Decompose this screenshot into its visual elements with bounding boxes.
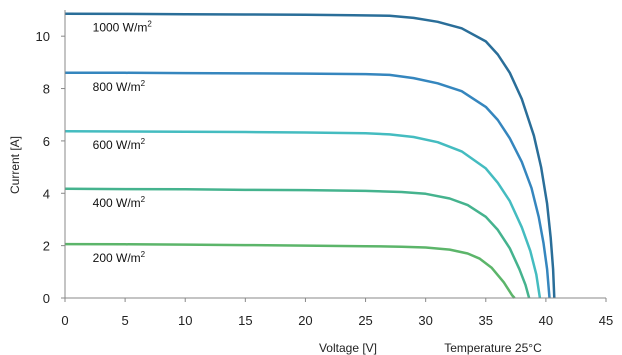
series-label: 1000 W/m2 bbox=[93, 20, 153, 35]
series-label: 400 W/m2 bbox=[93, 195, 146, 210]
series-label-text: 1000 W/m bbox=[93, 21, 148, 35]
series-label-superscript: 2 bbox=[141, 195, 146, 204]
y-tick-label: 8 bbox=[43, 82, 50, 97]
series-label-text: 800 W/m bbox=[93, 80, 141, 94]
y-tick-label: 4 bbox=[43, 186, 50, 201]
x-tick-label: 30 bbox=[418, 313, 432, 328]
series-lines bbox=[64, 12, 556, 299]
series-line bbox=[65, 71, 551, 299]
temperature-note: Temperature 25°C bbox=[444, 341, 542, 355]
series-label-superscript: 2 bbox=[141, 250, 146, 259]
y-tick-label: 10 bbox=[36, 29, 50, 44]
series-label-text: 600 W/m bbox=[93, 138, 141, 152]
y-axis-title: Current [A] bbox=[8, 136, 22, 194]
series-line bbox=[64, 242, 516, 299]
series-label: 600 W/m2 bbox=[93, 137, 146, 152]
y-tick-label: 6 bbox=[43, 134, 50, 149]
x-tick-label: 35 bbox=[479, 313, 493, 328]
series-label: 200 W/m2 bbox=[93, 250, 146, 265]
series-label: 800 W/m2 bbox=[93, 79, 146, 94]
x-tick-label: 40 bbox=[539, 313, 553, 328]
x-axis-title: Voltage [V] bbox=[319, 341, 377, 355]
series-label-text: 400 W/m bbox=[93, 196, 141, 210]
x-tick-label: 10 bbox=[178, 313, 192, 328]
y-tick-label: 2 bbox=[43, 239, 50, 254]
y-ticks: 0 2 4 6 8 10 bbox=[36, 29, 65, 306]
series-label-superscript: 2 bbox=[147, 20, 152, 29]
series-label-superscript: 2 bbox=[141, 137, 146, 146]
axes bbox=[64, 10, 606, 299]
x-ticks: 0 5 10 15 20 25 30 35 40 45 bbox=[61, 298, 613, 328]
x-tick-label: 20 bbox=[298, 313, 312, 328]
series-line bbox=[64, 129, 542, 299]
x-tick-label: 15 bbox=[238, 313, 252, 328]
series-line bbox=[64, 187, 531, 299]
y-tick-label: 0 bbox=[43, 291, 50, 306]
series-label-superscript: 2 bbox=[141, 79, 146, 88]
x-tick-label: 25 bbox=[358, 313, 372, 328]
x-tick-label: 5 bbox=[121, 313, 128, 328]
x-tick-label: 45 bbox=[599, 313, 613, 328]
series-line bbox=[64, 12, 556, 299]
series-label-text: 200 W/m bbox=[93, 251, 141, 265]
x-tick-label: 0 bbox=[61, 313, 68, 328]
